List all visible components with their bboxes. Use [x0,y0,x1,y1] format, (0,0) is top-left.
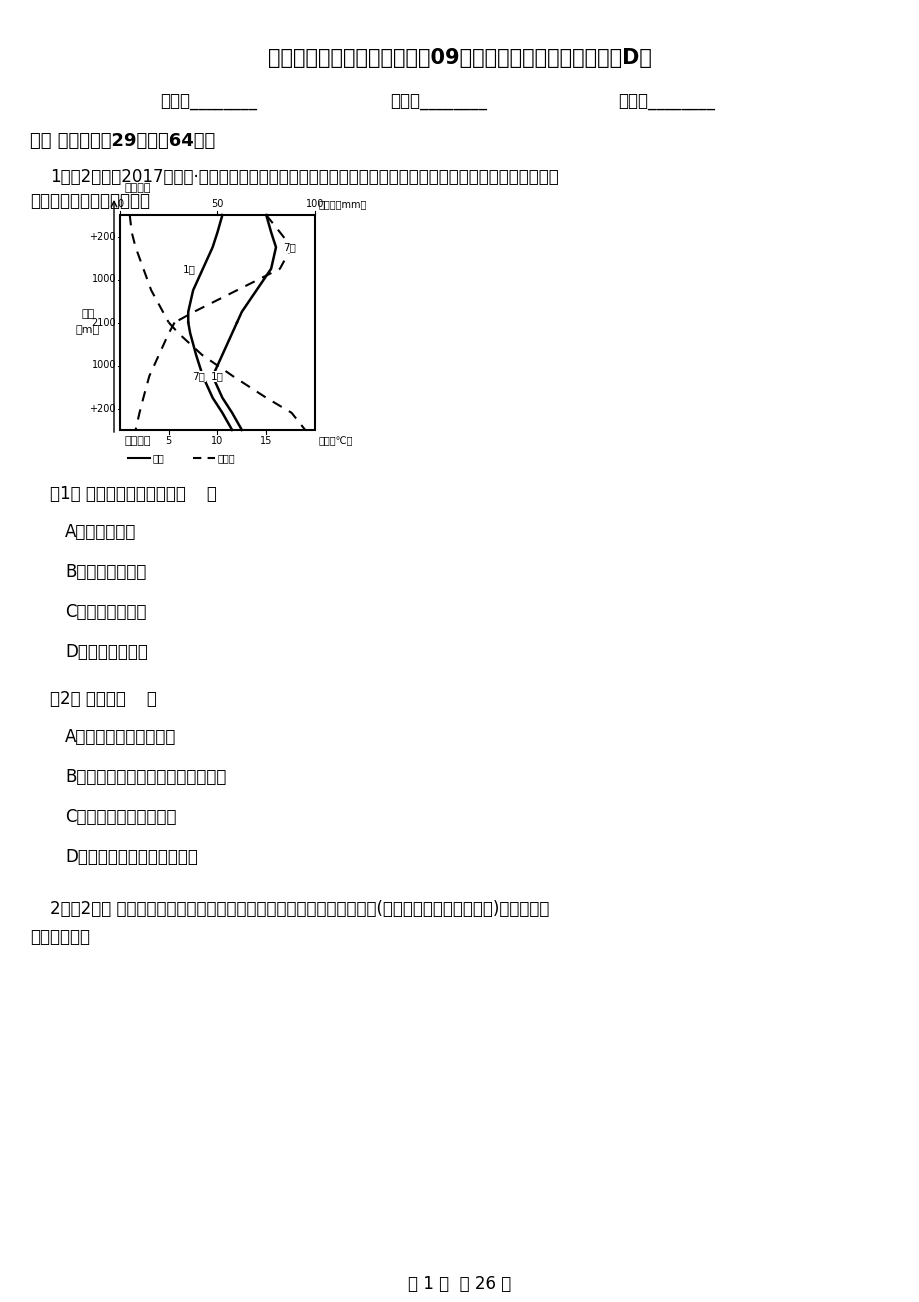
Text: 海拔: 海拔 [81,310,95,319]
Text: 7月: 7月 [192,371,205,381]
Text: 1000: 1000 [91,361,116,371]
Text: 1月: 1月 [182,264,195,273]
Text: 50: 50 [211,199,223,210]
Text: 气温（℃）: 气温（℃） [319,436,353,447]
Bar [119,215,314,430]
Text: +200: +200 [89,404,116,414]
Text: B．常绿阔叶林带: B．常绿阔叶林带 [65,562,146,581]
Text: 5: 5 [165,436,172,447]
Text: 10: 10 [211,436,223,447]
Text: 班级：________: 班级：________ [390,92,486,111]
Text: （m）: （m） [76,326,100,336]
Text: 姓名：________: 姓名：________ [160,92,256,111]
Text: 0: 0 [117,199,123,210]
Text: 气温: 气温 [153,453,165,464]
Text: （2） 该山脉（    ）: （2） 该山脉（ ） [50,690,157,708]
Text: 7月: 7月 [283,242,296,253]
Text: 2．（2分） 下图为北半球某地一年内正午太阳高度不同值出现的频次图(实线和黑点代表实际存在)。读下图，: 2．（2分） 下图为北半球某地一年内正午太阳高度不同值出现的频次图(实线和黑点代… [50,900,549,918]
Text: D．落叶阔叶林带: D．落叶阔叶林带 [65,643,148,661]
Text: 1月: 1月 [210,371,223,381]
Text: 完成下列问题: 完成下列问题 [30,928,90,947]
Text: 成绩：________: 成绩：________ [618,92,714,111]
Text: 降水量: 降水量 [218,453,235,464]
Text: 2100: 2100 [91,318,116,328]
Text: 100: 100 [305,199,323,210]
Text: D．南坡自然带数目多于北坡: D．南坡自然带数目多于北坡 [65,848,198,866]
Text: 读图，据此回答下列问题。: 读图，据此回答下列问题。 [30,191,150,210]
Text: +200: +200 [89,232,116,241]
Text: 降水量（mm）: 降水量（mm） [319,199,367,210]
Text: 1．（2分）（2017高二上·本溪月考）下图为某山脉南、北两坡气候资料图，实线表示气温、虚线表示降水。: 1．（2分）（2017高二上·本溪月考）下图为某山脉南、北两坡气候资料图，实线表… [50,168,558,186]
Text: 一、 单选题（共29题；共64分）: 一、 单选题（共29题；共64分） [30,132,215,150]
Text: C．北坡为阳坡、迎风坡: C．北坡为阳坡、迎风坡 [65,809,176,825]
Text: 第 1 页  共 26 页: 第 1 页 共 26 页 [408,1275,511,1293]
Text: 15: 15 [260,436,272,447]
Text: A．热带雨林带: A．热带雨林带 [65,523,136,542]
Text: （1） 该山脉所处的基带是（    ）: （1） 该山脉所处的基带是（ ） [50,486,217,503]
Text: （南坡）: （南坡） [125,184,152,193]
Text: A．地处南半球低纬地区: A．地处南半球低纬地区 [65,728,176,746]
Text: （北坡）: （北坡） [125,436,152,447]
Text: B．该山脉自然植被具有耐湿热特征: B．该山脉自然植被具有耐湿热特征 [65,768,226,786]
Text: C．常绿硬叶林带: C．常绿硬叶林带 [65,603,146,621]
Text: 1000: 1000 [91,275,116,285]
Text: 太原市高考地理备考复习专题09：气候类型分布、特征及成因D卷: 太原市高考地理备考复习专题09：气候类型分布、特征及成因D卷 [267,48,652,68]
